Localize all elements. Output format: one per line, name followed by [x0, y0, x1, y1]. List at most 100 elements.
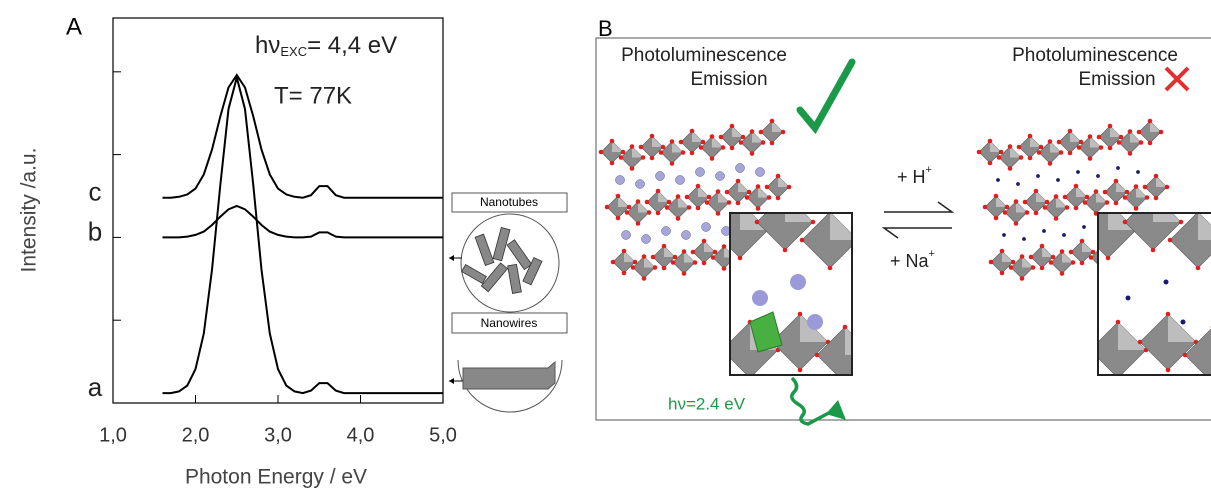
inset-label: Nanotubes [480, 195, 538, 209]
oxygen [1033, 210, 1039, 216]
octahedron-face [1030, 136, 1041, 147]
oxygen [661, 265, 667, 271]
oxygen [649, 133, 655, 139]
line [162, 204, 443, 239]
oxygen [721, 244, 727, 249]
oxygen [1122, 195, 1128, 200]
ion [1075, 169, 1081, 175]
oxygen [686, 205, 692, 210]
oxygen [1127, 129, 1133, 134]
oxygen [766, 195, 772, 200]
octahedron-face [638, 201, 649, 213]
oxygen [1078, 139, 1084, 145]
oxygen [1078, 228, 1083, 233]
oxygen [718, 134, 724, 140]
oxygen [786, 184, 792, 190]
oxygen [746, 189, 752, 195]
text: + H [897, 167, 926, 187]
equilibrium-arrow [881, 227, 952, 239]
oxygen [1102, 189, 1108, 195]
series-label: a [88, 372, 103, 402]
oxygen [1158, 129, 1164, 135]
emission-label: hν=2.4 eV [668, 394, 746, 413]
oxygen [755, 206, 761, 211]
x-tick-label: 4,0 [347, 424, 375, 446]
ion [1095, 173, 1101, 179]
octahedron-face [1090, 136, 1101, 148]
oxygen [1107, 145, 1113, 151]
oxygen [672, 254, 678, 260]
octahedron-face [785, 213, 813, 222]
oxygen [1144, 195, 1150, 200]
oxygen [655, 210, 661, 216]
oxygen [1087, 134, 1093, 139]
line [162, 73, 443, 199]
oxygen [1105, 255, 1111, 261]
oxygen [715, 189, 721, 194]
oxygen [1073, 183, 1079, 189]
oxygen [1107, 123, 1113, 129]
oxygen [1002, 210, 1008, 215]
oxygen [996, 155, 1002, 160]
oxygen [669, 161, 675, 166]
oxygen [1088, 348, 1093, 353]
oxygen [1113, 178, 1119, 184]
oxygen [726, 200, 732, 205]
octahedron-face [738, 181, 749, 192]
oxygen [669, 139, 675, 144]
octahedron-face [1156, 176, 1167, 187]
oxygen [678, 139, 684, 145]
oxygen [1036, 150, 1042, 155]
oxygen [842, 324, 848, 330]
oxygen [993, 215, 999, 221]
octahedron-face [830, 213, 852, 240]
oxygen [987, 160, 993, 166]
ion [1035, 173, 1041, 179]
ion [1180, 319, 1186, 325]
oxygen [769, 140, 775, 146]
oxygen [748, 376, 753, 381]
ion [1125, 295, 1131, 301]
oxygen [660, 144, 666, 150]
oxygen [1059, 249, 1065, 254]
oxygen [1053, 216, 1059, 221]
octahedron-face [672, 141, 683, 153]
ion [1061, 232, 1067, 238]
oxygen [827, 265, 833, 271]
oxygen [1073, 205, 1079, 211]
octahedron-face [778, 176, 789, 187]
panel-frame [595, 37, 1211, 421]
oxygen [1116, 376, 1121, 381]
oxygen [1098, 145, 1104, 150]
oxygen [1056, 139, 1062, 145]
oxygen [1164, 184, 1170, 190]
inset-label: Nanowires [481, 316, 538, 330]
oxygen [1038, 144, 1044, 150]
oxygen [1147, 140, 1153, 146]
oxygen [615, 193, 621, 199]
nanowire-icon [462, 360, 556, 390]
oxygen [1039, 243, 1045, 249]
text: = 4,4 eV [307, 32, 397, 59]
inset-arrow-head [449, 255, 454, 261]
oxygen [1079, 260, 1085, 266]
ion [752, 290, 768, 306]
ion [715, 171, 725, 181]
line [162, 73, 443, 395]
oxygen [624, 210, 630, 215]
oxygen [664, 205, 670, 210]
oxygen [641, 254, 647, 259]
octahedron-face [990, 141, 1001, 152]
oxygen [609, 138, 615, 144]
nanotubes-icon [461, 227, 543, 294]
oxygen [1013, 221, 1019, 226]
octahedron-face [1036, 191, 1047, 202]
oxygen [1118, 134, 1124, 140]
panel-b: B Photoluminescence Emission Photolumine… [595, 16, 1211, 426]
oxygen [1039, 265, 1045, 271]
oxygen [729, 145, 735, 151]
right-label: Photoluminescence [1012, 45, 1178, 66]
oxygen [1058, 150, 1064, 155]
octahedron-face [1136, 186, 1147, 198]
oxygen [1093, 189, 1099, 194]
